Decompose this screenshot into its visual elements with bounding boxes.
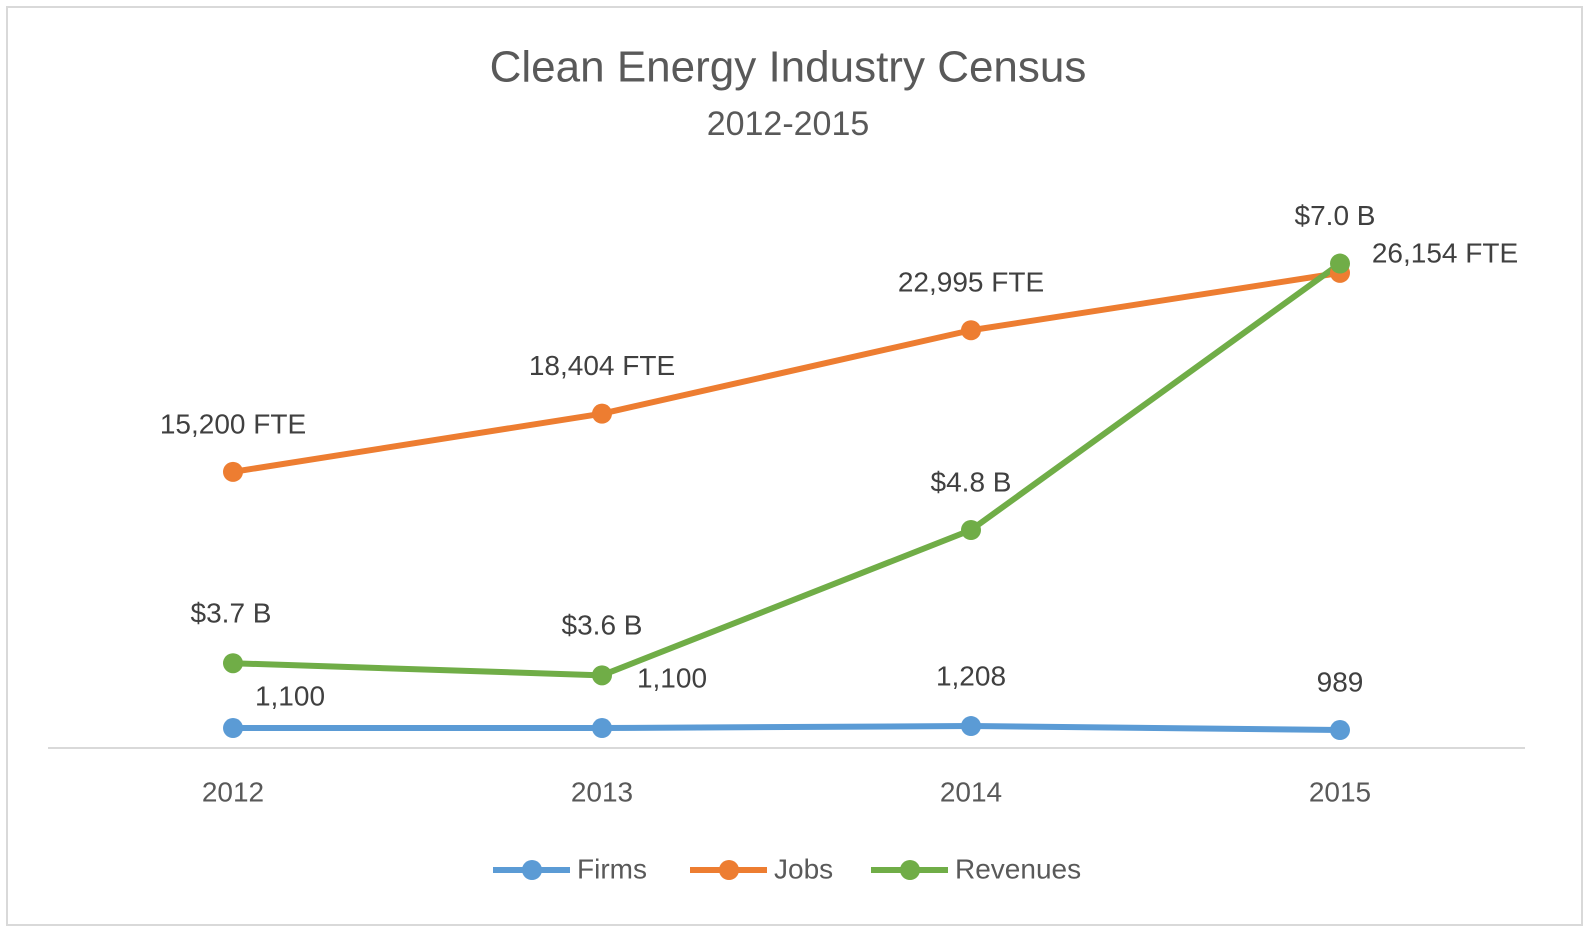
chart-subtitle: 2012-2015 [707, 105, 870, 143]
x-tick-label: 2014 [940, 776, 1002, 807]
legend-marker [522, 860, 542, 880]
data-label: 26,154 FTE [1372, 237, 1518, 268]
data-label: $7.0 B [1295, 200, 1376, 231]
data-label: 1,208 [936, 660, 1006, 691]
x-tick-label: 2013 [571, 776, 633, 807]
data-label: 22,995 FTE [898, 267, 1044, 298]
data-label: 15,200 FTE [160, 408, 306, 439]
series-line [233, 723, 1341, 734]
chart-title: Clean Energy Industry Census [490, 43, 1087, 92]
data-point [223, 461, 243, 482]
data-label: 1,100 [637, 662, 707, 693]
data-point [1330, 253, 1350, 274]
series-line [232, 261, 1342, 679]
data-label: $4.8 B [931, 466, 1012, 497]
data-point [961, 716, 981, 737]
legend-label: Jobs [774, 853, 833, 884]
data-label: 1,100 [255, 680, 325, 711]
legend-label: Revenues [955, 853, 1081, 884]
data-label: $3.7 B [191, 598, 272, 629]
legend-label: Firms [577, 853, 647, 884]
data-point [223, 653, 243, 674]
data-label: $3.6 B [562, 610, 643, 641]
data-point [592, 665, 612, 686]
x-tick-label: 2015 [1309, 776, 1371, 807]
legend-marker [719, 860, 739, 880]
data-point [961, 320, 981, 341]
data-point [592, 403, 612, 424]
data-label: 989 [1317, 666, 1364, 697]
legend-marker [900, 860, 920, 880]
data-label: 18,404 FTE [529, 350, 675, 381]
series-line [232, 269, 1341, 475]
data-point [961, 520, 981, 540]
data-point [1330, 720, 1350, 741]
data-point [223, 718, 243, 739]
data-point [592, 718, 612, 739]
x-tick-label: 2012 [202, 776, 264, 807]
